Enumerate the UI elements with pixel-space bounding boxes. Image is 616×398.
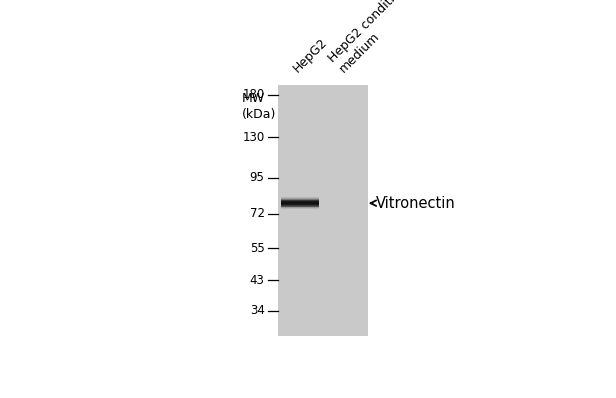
Text: 95: 95: [249, 171, 265, 184]
Bar: [282, 197, 319, 198]
Bar: [282, 197, 319, 198]
Bar: [282, 208, 319, 209]
Text: 180: 180: [242, 88, 265, 101]
Bar: [282, 198, 319, 199]
Bar: [282, 200, 319, 201]
Bar: [282, 199, 319, 200]
Bar: [282, 203, 319, 204]
Text: 130: 130: [242, 131, 265, 144]
Bar: [282, 205, 319, 206]
Bar: [282, 205, 319, 206]
Text: 34: 34: [249, 304, 265, 317]
Bar: [282, 199, 319, 200]
Bar: [282, 204, 319, 205]
Bar: [277, 84, 368, 336]
Bar: [282, 203, 319, 204]
Text: HepG2 conditioned
medium: HepG2 conditioned medium: [326, 0, 431, 75]
Bar: [282, 206, 319, 207]
Bar: [282, 202, 319, 203]
Text: MW
(kDa): MW (kDa): [241, 92, 276, 121]
Bar: [282, 200, 319, 201]
Text: Vitronectin: Vitronectin: [376, 196, 456, 211]
Bar: [282, 204, 319, 205]
Text: 43: 43: [249, 274, 265, 287]
Bar: [282, 200, 319, 201]
Text: 55: 55: [250, 242, 265, 255]
Bar: [282, 202, 319, 203]
Bar: [282, 198, 319, 199]
Bar: [282, 208, 319, 209]
Text: 72: 72: [249, 207, 265, 220]
Text: HepG2: HepG2: [291, 36, 330, 75]
Bar: [282, 201, 319, 202]
Bar: [282, 206, 319, 207]
Bar: [282, 207, 319, 208]
Bar: [282, 207, 319, 208]
Bar: [282, 201, 319, 202]
